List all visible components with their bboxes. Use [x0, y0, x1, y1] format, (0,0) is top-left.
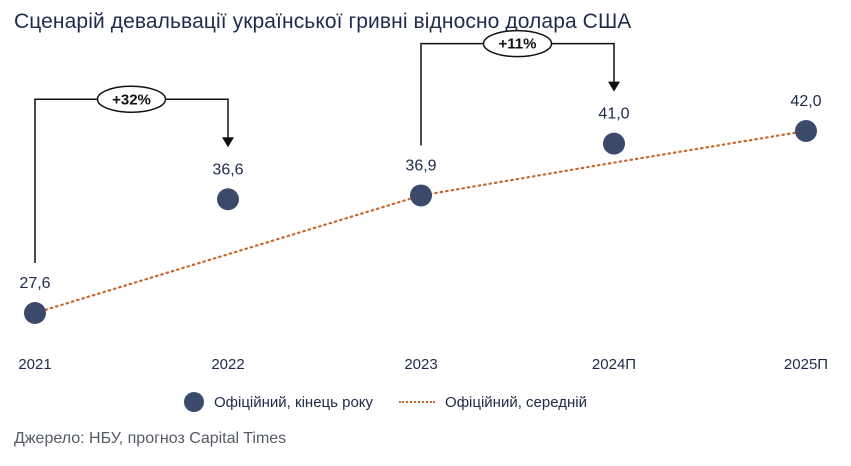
- data-label: 42,0: [790, 93, 821, 110]
- legend-label-official-avg: Офіційний, середній: [445, 393, 587, 411]
- annotation-badge: [96, 85, 167, 113]
- x-tick-label: 2023: [404, 356, 437, 373]
- x-tick-label: 2022: [211, 356, 244, 373]
- annotation-label: +32%: [112, 91, 151, 108]
- x-tick-label: 2025П: [784, 356, 828, 373]
- data-label: 41,0: [598, 106, 629, 123]
- annotation-bracket: [34, 98, 229, 263]
- data-label: 36,9: [405, 157, 436, 174]
- data-point: [795, 120, 817, 142]
- data-label: 27,6: [19, 275, 50, 292]
- annotation-label: +11%: [499, 36, 537, 53]
- x-tick-label: 2024П: [592, 356, 636, 373]
- legend: Офіційний, кінець року Офіційний, середн…: [184, 392, 587, 412]
- data-point: [24, 302, 46, 324]
- annotation-arrow-icon: [608, 81, 620, 92]
- data-label: 36,6: [212, 161, 243, 178]
- source-note: Джерело: НБУ, прогноз Capital Times: [14, 430, 287, 447]
- annotation-arrow-icon: [222, 137, 234, 148]
- legend-label-official-end: Офіційний, кінець року: [214, 393, 374, 411]
- annotation-bracket: [420, 42, 615, 146]
- legend-dot-icon: [184, 392, 204, 412]
- chart-title: Сценарій девальвації української гривні …: [14, 10, 632, 33]
- data-point: [217, 188, 239, 211]
- data-point: [603, 132, 625, 155]
- legend-dotted-line-icon: [399, 401, 436, 403]
- annotation-badge: [482, 29, 553, 58]
- x-tick-label: 2021: [18, 356, 51, 373]
- data-point: [410, 184, 432, 207]
- average-trend-line: [33, 129, 808, 315]
